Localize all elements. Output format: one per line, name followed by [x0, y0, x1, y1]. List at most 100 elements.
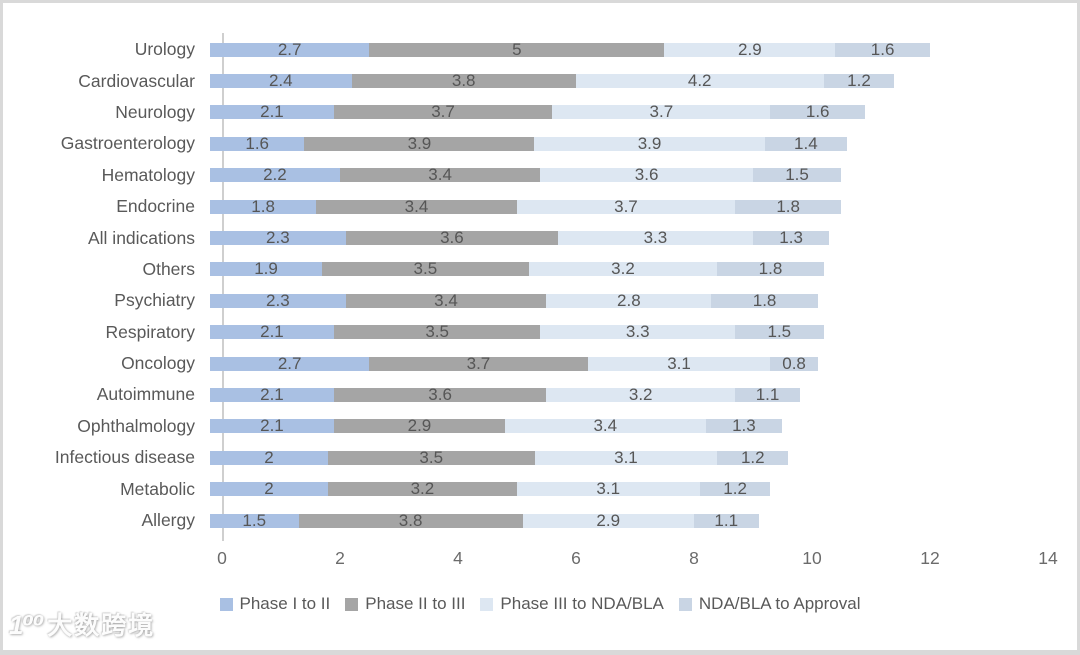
- data-label: 1.1: [755, 384, 780, 404]
- category-label: Hematology: [101, 164, 195, 185]
- bar-segment: 2.9: [664, 40, 836, 59]
- data-label: 2.3: [266, 290, 290, 310]
- category-label: Psychiatry: [114, 290, 195, 311]
- bar-segment: 2.1: [210, 416, 334, 436]
- bar-segment: 1.8: [711, 290, 818, 310]
- bar-track: 1.6 3.9 3.9 1.4: [210, 133, 1036, 153]
- stacked-bar-chart: Urology 2.7 5 2.9 1.6 Cardiovascular 2.4 3.8 4.2…: [3, 3, 1077, 650]
- bar-segment: 1.2: [699, 479, 771, 498]
- data-label: 1.1: [714, 510, 739, 530]
- legend-label: Phase III to NDA/BLA: [500, 594, 664, 614]
- data-label: 2.8: [617, 290, 641, 310]
- category-label: Autoimmune: [96, 384, 195, 405]
- bar-segment: 3.7: [369, 354, 588, 373]
- bar-segment: 2.3: [210, 228, 346, 248]
- y-axis-line: [222, 33, 224, 541]
- data-label: 3.8: [451, 71, 476, 91]
- bar-row: Allergy 1.5 3.8 2.9 1.1: [3, 505, 1077, 536]
- bar-segment: 1.4: [764, 134, 848, 153]
- bar-segment: 2.2: [210, 165, 340, 185]
- data-label: 3.5: [413, 259, 438, 279]
- legend-swatch-icon: [480, 597, 494, 611]
- watermark-text: 大数跨境: [47, 612, 156, 640]
- watermark: 1⁰⁰ 大数跨境: [9, 606, 155, 642]
- legend-item: NDA/BLA to Approval: [678, 594, 861, 614]
- x-tick-label: 2: [335, 548, 345, 569]
- data-label: 2.1: [260, 416, 284, 436]
- bar-track: 1.5 3.8 2.9 1.1: [210, 510, 1036, 530]
- data-label: 3.4: [428, 165, 452, 185]
- bar-row: All indications 2.3 3.6 3.3 1.3: [3, 222, 1077, 253]
- bar-segment: 3.6: [345, 228, 559, 248]
- category-label: Ophthalmology: [77, 415, 195, 436]
- category-label: Infectious disease: [54, 447, 195, 468]
- bar-track: 2 3.2 3.1 1.2: [210, 479, 1036, 499]
- data-label: 3.6: [428, 384, 452, 404]
- bar-row: Cardiovascular 2.4 3.8 4.2 1.2: [3, 65, 1077, 96]
- bar-segment: 1.6: [210, 133, 305, 153]
- data-label: 2.7: [277, 39, 302, 59]
- bar-row: Respiratory 2.1 3.5 3.3 1.5: [3, 317, 1077, 348]
- watermark-logo-icon: 1⁰⁰: [9, 610, 44, 640]
- category-label: Urology: [134, 39, 195, 60]
- legend-label: NDA/BLA to Approval: [698, 594, 861, 614]
- x-tick-label: 14: [1038, 548, 1058, 569]
- data-label: 1.6: [870, 39, 895, 59]
- data-label: 3.1: [667, 353, 691, 373]
- bar-track: 2.4 3.8 4.2 1.2: [210, 71, 1036, 91]
- data-label: 3.4: [404, 196, 429, 216]
- bar-segment: 1.6: [835, 39, 930, 59]
- x-tick-label: 6: [571, 548, 581, 569]
- data-label: 3.4: [434, 290, 458, 310]
- category-label: Allergy: [141, 510, 196, 531]
- bar-row: Hematology 2.2 3.4 3.6 1.5: [3, 160, 1077, 191]
- bar-track: 2.3 3.6 3.3 1.3: [210, 228, 1036, 248]
- data-label: 3.3: [625, 322, 650, 342]
- data-label: 2.1: [260, 102, 284, 122]
- bar-segment: 3.2: [546, 384, 736, 404]
- bar-segment: 2.3: [210, 290, 346, 310]
- bar-segment: 1.3: [752, 228, 830, 247]
- bar-segment: 1.6: [770, 102, 865, 121]
- category-label: Metabolic: [120, 478, 195, 499]
- category-label: Neurology: [115, 101, 195, 122]
- plot-area: Urology 2.7 5 2.9 1.6 Cardiovascular 2.4 3.8 4.2…: [3, 34, 1077, 536]
- bar-track: 1.8 3.4 3.7 1.8: [210, 196, 1036, 216]
- bar-segment: 2.7: [210, 354, 370, 373]
- data-label: 3.7: [614, 196, 638, 216]
- bar-row: Autoimmune 2.1 3.6 3.2 1.1: [3, 379, 1077, 410]
- legend-swatch-icon: [219, 597, 233, 611]
- bar-segment: 1.8: [210, 197, 317, 216]
- data-label: 2.1: [260, 322, 284, 342]
- category-label: Oncology: [121, 353, 195, 374]
- data-label: 3.3: [643, 228, 668, 248]
- data-label: 2.2: [263, 165, 287, 185]
- data-label: 3.1: [596, 479, 621, 499]
- data-label: 3.7: [649, 102, 674, 122]
- data-label: 1.6: [245, 133, 270, 153]
- category-label: Respiratory: [105, 321, 195, 342]
- bar-segment: 3.4: [316, 196, 517, 216]
- data-label: 3.6: [440, 228, 464, 248]
- data-label: 1.5: [785, 165, 809, 185]
- data-label: 3.4: [593, 416, 618, 436]
- legend-swatch-icon: [345, 597, 359, 611]
- data-label: 3.2: [628, 384, 653, 404]
- bar-segment: 1.3: [705, 416, 783, 435]
- bar-segment: 1.8: [717, 259, 824, 278]
- category-label: Endocrine: [116, 196, 195, 217]
- data-label: 1.8: [752, 290, 777, 310]
- data-label: 2.3: [266, 228, 290, 248]
- bar-track: 2.7 5 2.9 1.6: [210, 39, 1036, 59]
- bar-segment: 2.1: [210, 385, 334, 404]
- legend: Phase I to II Phase II to III Phase III to…: [3, 594, 1077, 614]
- legend-item: Phase II to III: [345, 594, 465, 614]
- bar-segment: 0.8: [770, 354, 818, 373]
- bar-segment: 3.1: [587, 353, 771, 373]
- data-label: 3.5: [425, 322, 449, 342]
- bar-row: Oncology 2.7 3.7 3.1 0.8: [3, 348, 1077, 379]
- x-tick-label: 4: [453, 548, 463, 569]
- bar-segment: 1.5: [210, 511, 299, 530]
- bar-row: Neurology 2.1 3.7 3.7 1.6: [3, 97, 1077, 128]
- bar-segment: 3.4: [345, 290, 547, 310]
